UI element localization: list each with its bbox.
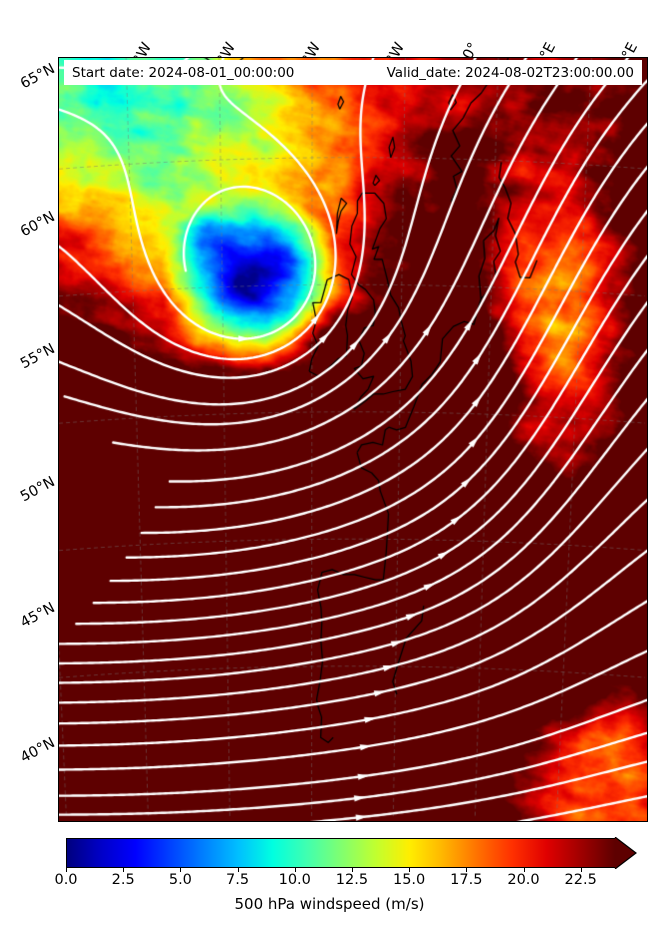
colorbar-extend-max-arrow [615, 837, 636, 869]
colorbar-tick-mark-8 [523, 868, 525, 872]
colorbar-tick-label-3: 7.5 [226, 872, 250, 888]
start-date-label: Start date: 2024-08-01_00:00:00 [72, 64, 295, 81]
windspeed-map-canvas [59, 58, 647, 821]
colorbar-title: 500 hPa windspeed (m/s) [234, 895, 425, 913]
colorbar-tick-mark-1 [123, 868, 125, 872]
lat-tick-2: 55°N [17, 340, 58, 373]
lat-tick-3: 50°N [17, 473, 58, 506]
colorbar-tick-mark-5 [351, 868, 353, 872]
colorbar-tick-mark-4 [294, 868, 296, 872]
colorbar-tick-label-7: 17.5 [450, 872, 483, 888]
colorbar-tick-label-2: 5.0 [168, 872, 192, 888]
colorbar-tick-mark-2 [180, 868, 182, 872]
colorbar-tick-mark-3 [237, 868, 239, 872]
colorbar-tick-labels: 0.0 2.5 5.0 7.5 10.0 12.5 15.0 17.5 20.0 22.5 [54, 868, 636, 894]
lat-tick-0: 65°N [17, 60, 58, 93]
colorbar-gradient [66, 838, 615, 868]
colorbar-tick-label-9: 22.5 [564, 872, 597, 888]
colorbar-tick-mark-0 [66, 868, 67, 872]
map-axes[interactable] [58, 57, 648, 822]
valid-date-label: Valid_date: 2024-08-02T23:00:00.00 [386, 64, 634, 81]
lat-tick-5: 40°N [17, 734, 58, 767]
colorbar-tick-mark-6 [409, 868, 411, 872]
lat-tick-1: 60°N [17, 208, 58, 241]
colorbar: 0.0 2.5 5.0 7.5 10.0 12.5 15.0 17.5 20.0 22.5 [54, 837, 637, 888]
colorbar-tick-label-1: 2.5 [111, 872, 135, 888]
title-banner: Start date: 2024-08-01_00:00:00 Valid_da… [64, 60, 642, 85]
colorbar-tick-mark-9 [580, 868, 582, 872]
colorbar-tick-label-8: 20.0 [507, 872, 540, 888]
colorbar-tick-label-6: 15.0 [392, 872, 426, 888]
colorbar-tick-mark-7 [466, 868, 468, 872]
colorbar-tick-label-0: 0.0 [54, 872, 78, 888]
colorbar-tick-label-4: 10.0 [278, 872, 311, 888]
lat-tick-4: 45°N [17, 599, 58, 632]
colorbar-tick-label-5: 12.5 [335, 872, 369, 888]
